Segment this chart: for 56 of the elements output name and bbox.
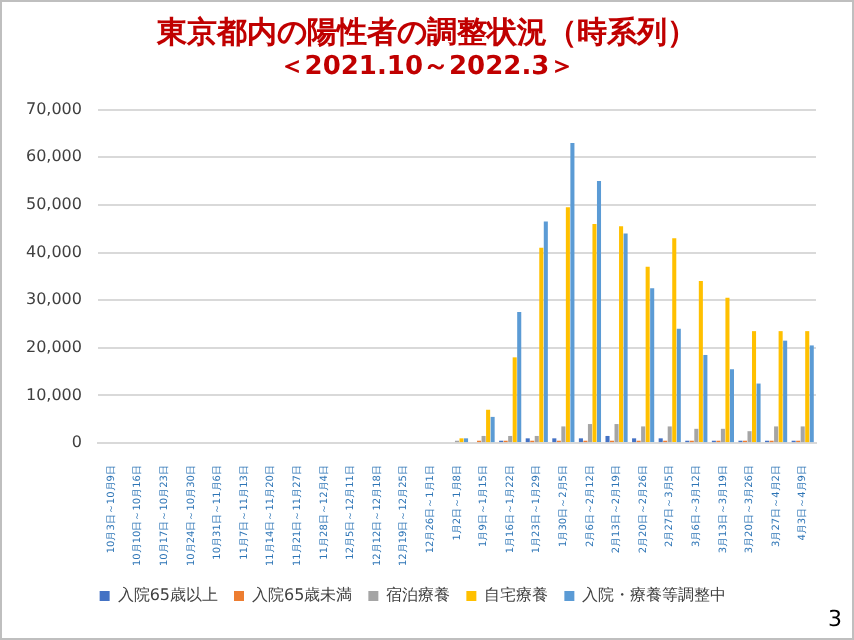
bar [672, 238, 677, 443]
bar [645, 266, 650, 443]
bar [809, 345, 814, 443]
bar [605, 435, 610, 443]
legend-label: 自宅療養 [484, 586, 549, 605]
y-tick-label: 10,000 [25, 385, 82, 404]
bar [517, 312, 522, 443]
bar [720, 428, 725, 443]
bar [508, 435, 513, 443]
bar [703, 354, 708, 443]
bar [752, 331, 757, 443]
bar [561, 426, 566, 443]
legend-label: 宿泊療養 [386, 586, 451, 605]
bar [565, 207, 570, 443]
bar [800, 426, 805, 443]
bar [729, 369, 734, 443]
bar [539, 247, 544, 443]
bar [587, 424, 592, 443]
bar [623, 233, 628, 443]
bar [667, 426, 672, 443]
y-tick-label: 30,000 [25, 290, 82, 309]
text: 3 [828, 606, 842, 632]
y-tick-label: 60,000 [25, 147, 82, 166]
y-tick-label: 70,000 [25, 99, 82, 118]
legend-label: 入院・療養等調整中 [582, 586, 727, 605]
bar [486, 409, 491, 443]
chart-subtitle: ＜2021.10～2022.3＞ [276, 50, 578, 84]
bar [596, 181, 602, 443]
y-tick-label: 40,000 [25, 242, 82, 261]
bar [676, 328, 681, 443]
bar [490, 416, 495, 443]
y-tick-label: 50,000 [25, 195, 82, 214]
bar [512, 357, 517, 443]
bar [805, 331, 810, 443]
chart-title: 東京都内の陽性者の調整状況（時系列） [154, 14, 699, 50]
bar [747, 431, 752, 443]
bar [698, 281, 703, 443]
bar [774, 426, 779, 443]
bar [619, 226, 624, 443]
bar [592, 223, 597, 443]
bar [694, 428, 699, 443]
bar [783, 340, 788, 443]
y-tick-label: 0 [71, 433, 82, 452]
legend-label: 入院65歳未満 [252, 586, 353, 605]
bar [778, 331, 783, 443]
bar [650, 288, 655, 443]
bar [481, 435, 486, 443]
bar [570, 142, 575, 443]
bar [756, 383, 761, 443]
bar [543, 221, 548, 443]
y-tick-label: 20,000 [25, 337, 82, 356]
bar [614, 424, 619, 443]
legend-label: 入院65歳以上 [117, 586, 219, 605]
bar [641, 426, 646, 443]
bar [534, 435, 539, 443]
bar [725, 297, 730, 443]
